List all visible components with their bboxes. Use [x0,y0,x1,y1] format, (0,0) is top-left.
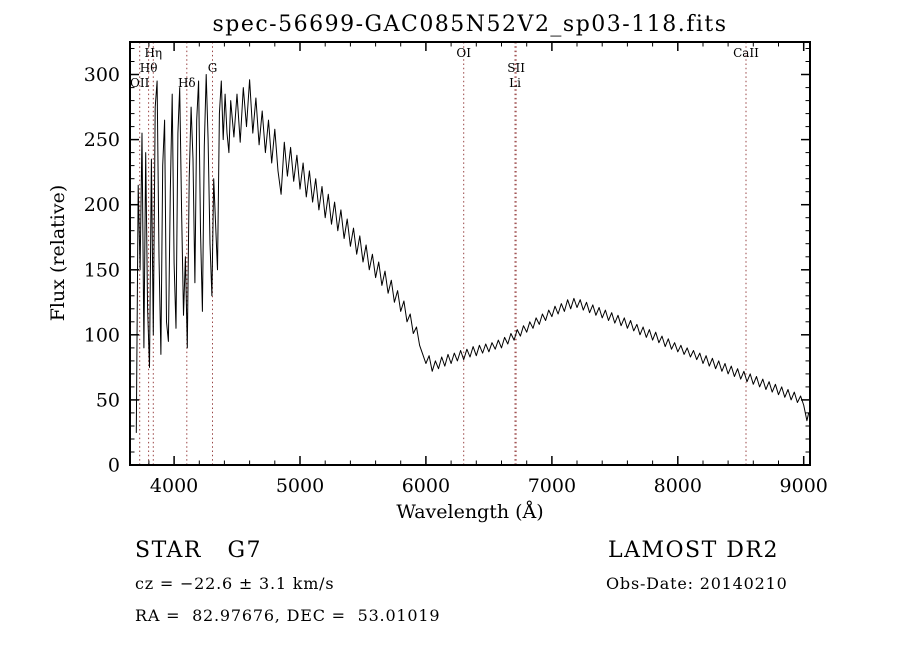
spectral-line-label-Hη: Hη [144,46,162,60]
spectral-line-label-OII: OII [130,76,150,90]
cz-text: cz = −22.6 ± 3.1 km/s [135,574,334,593]
y-axis-label: Flux (relative) [47,185,69,322]
spectral-line-label-CaII: CaII [733,46,759,60]
plot-border [129,41,811,466]
axes-layer: 4000 5000 6000 7000 8000 9000 0 50 100 150 200 250 3… [84,41,828,497]
obs-date-text: Obs-Date: 20140210 [606,574,788,593]
spectral-line-label-SII: SII [507,61,525,75]
y-tick-label: 50 [96,389,120,411]
survey-text: LAMOST DR2 [608,538,779,563]
x-tick-label: 6000 [402,475,450,497]
spectrum-layer [135,74,810,433]
x-tick-label: 7000 [528,475,576,497]
spectral-line-label-Li: Li [509,76,521,90]
coords-text: RA = 82.97676, DEC = 53.01019 [135,606,440,625]
x-tick-label: 8000 [654,475,702,497]
spectral-line-label-Hδ: Hδ [178,76,196,90]
plot-title: spec-56699-GAC085N52V2_sp03-118.fits [212,12,727,37]
y-tick-label: 200 [84,194,120,216]
x-axis-label: Wavelength (Å) [396,501,543,523]
x-tick-label: 4000 [150,475,198,497]
x-tick-label: 9000 [780,475,828,497]
spectrum-trace [135,74,810,433]
spectral-line-label-Hθ: Hθ [140,61,158,75]
y-tick-label: 300 [84,64,120,86]
y-tick-label: 100 [84,324,120,346]
x-tick-label: 5000 [276,475,324,497]
y-tick-label: 0 [108,455,120,477]
y-tick-label: 250 [84,129,120,151]
y-tick-label: 150 [84,259,120,281]
classification-text: STAR G7 [135,538,262,563]
spectral-line-label-OI: OI [456,46,471,60]
spectral-line-label-G: G [208,61,218,75]
